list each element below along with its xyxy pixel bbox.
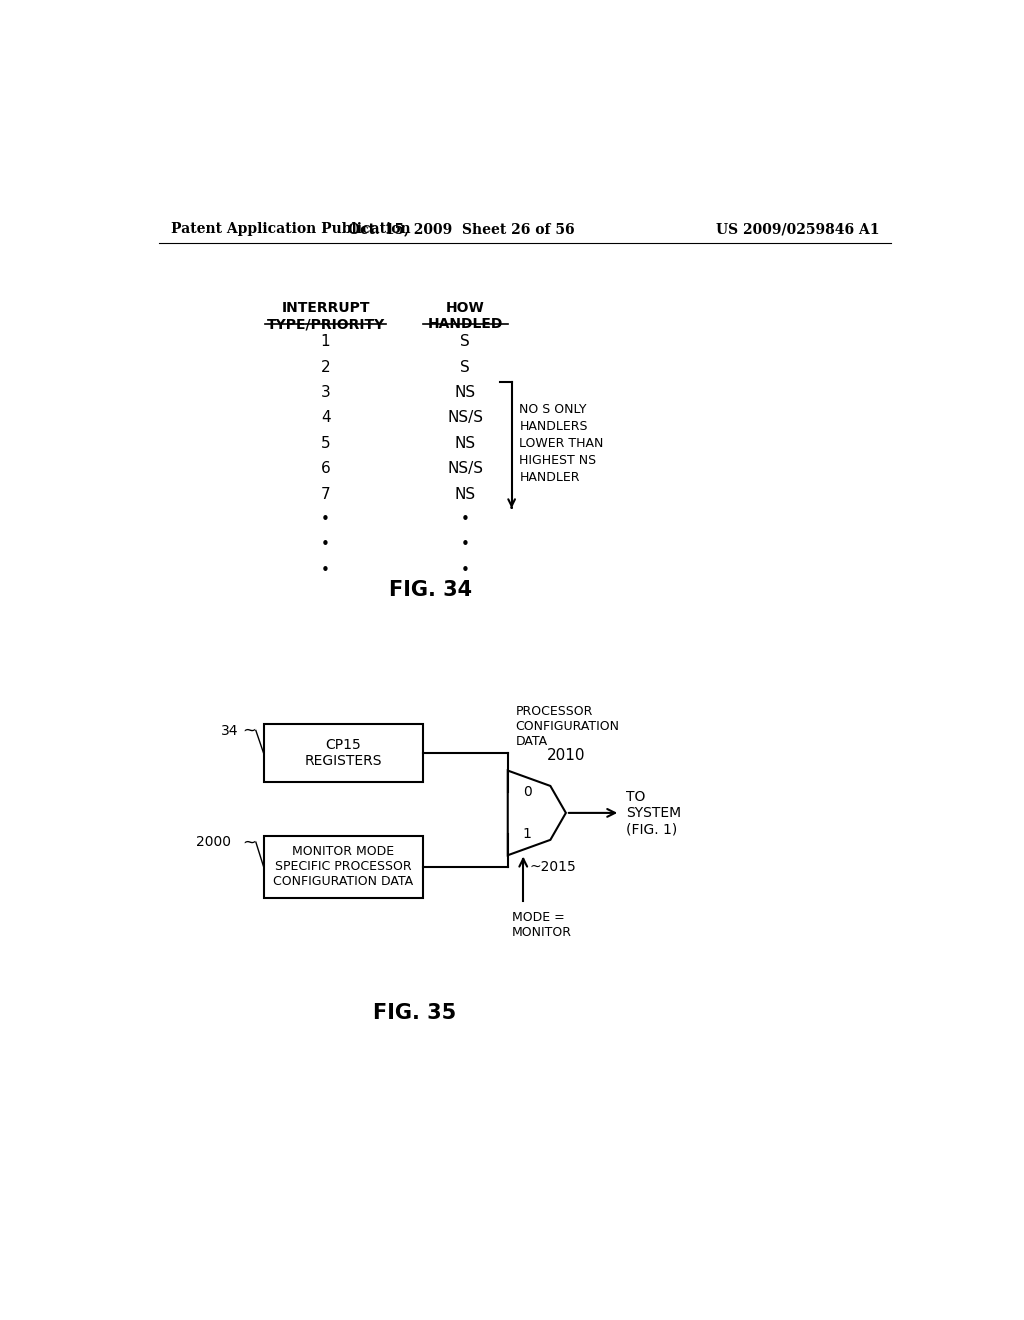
Text: 3: 3 <box>321 385 331 400</box>
Text: ~: ~ <box>243 722 257 739</box>
Text: US 2009/0259846 A1: US 2009/0259846 A1 <box>716 222 880 236</box>
Text: ~: ~ <box>243 833 257 851</box>
Text: MONITOR MODE
SPECIFIC PROCESSOR
CONFIGURATION DATA: MONITOR MODE SPECIFIC PROCESSOR CONFIGUR… <box>273 845 413 888</box>
Text: NS: NS <box>455 436 476 451</box>
Text: NS/S: NS/S <box>447 461 483 477</box>
Text: •: • <box>461 537 470 553</box>
Text: HOW
HANDLED: HOW HANDLED <box>427 301 503 331</box>
Text: NS: NS <box>455 385 476 400</box>
Text: NS/S: NS/S <box>447 411 483 425</box>
Text: •: • <box>461 562 470 578</box>
Text: 4: 4 <box>321 411 331 425</box>
Text: •: • <box>322 537 330 553</box>
Text: NO S ONLY
HANDLERS
LOWER THAN
HIGHEST NS
HANDLER: NO S ONLY HANDLERS LOWER THAN HIGHEST NS… <box>519 403 604 484</box>
Text: NS: NS <box>455 487 476 502</box>
Text: 34: 34 <box>221 723 239 738</box>
Text: 7: 7 <box>321 487 331 502</box>
Text: 0: 0 <box>522 785 531 799</box>
Text: •: • <box>322 512 330 527</box>
Text: MODE =
MONITOR: MODE = MONITOR <box>512 911 571 939</box>
Text: •: • <box>322 562 330 578</box>
Text: S: S <box>460 334 470 350</box>
Polygon shape <box>508 771 566 855</box>
Text: TO
SYSTEM
(FIG. 1): TO SYSTEM (FIG. 1) <box>627 789 681 836</box>
Text: 1: 1 <box>522 826 531 841</box>
Text: FIG. 35: FIG. 35 <box>373 1003 457 1023</box>
Text: Oct. 15, 2009  Sheet 26 of 56: Oct. 15, 2009 Sheet 26 of 56 <box>348 222 574 236</box>
Text: ~2015: ~2015 <box>529 859 577 874</box>
Text: 2000: 2000 <box>196 836 231 849</box>
Text: •: • <box>461 512 470 527</box>
Text: S: S <box>460 359 470 375</box>
Text: FIG. 34: FIG. 34 <box>389 579 472 599</box>
Text: 6: 6 <box>321 461 331 477</box>
Text: 2: 2 <box>321 359 331 375</box>
Text: 5: 5 <box>321 436 331 451</box>
Text: CP15
REGISTERS: CP15 REGISTERS <box>304 738 382 768</box>
Bar <box>263 725 423 781</box>
Text: 2010: 2010 <box>547 748 585 763</box>
Text: 1: 1 <box>321 334 331 350</box>
Text: PROCESSOR
CONFIGURATION
DATA: PROCESSOR CONFIGURATION DATA <box>515 705 620 748</box>
Text: Patent Application Publication: Patent Application Publication <box>171 222 411 236</box>
Bar <box>263 836 423 898</box>
Text: INTERRUPT
TYPE/PRIORITY: INTERRUPT TYPE/PRIORITY <box>266 301 385 331</box>
